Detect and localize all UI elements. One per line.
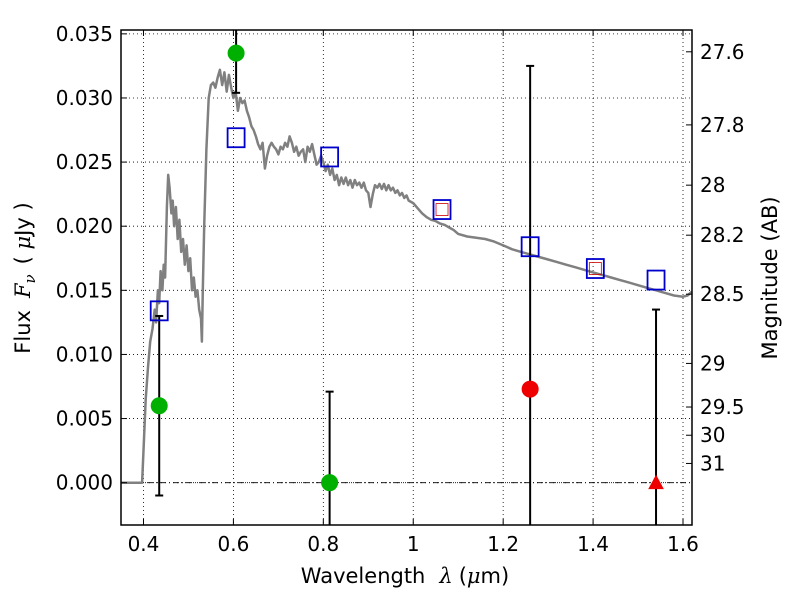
model-photometry-inner-square [435,203,449,216]
model-photometry-square [520,236,540,258]
x-tick-label: 0.6 [217,532,249,556]
y2-tick-label: 28 [700,173,725,197]
y2-tick-label: 27.6 [700,40,745,64]
y-tick-label: 0.015 [56,278,113,302]
y2-tick-label: 31 [700,451,725,475]
y-tick-label: 0.030 [56,86,113,110]
grid-lines [121,30,692,525]
x-axis-label: Wavelength λ (μm) [301,564,509,588]
y2-tick-label: 27.8 [700,113,745,137]
y-tick-label: 0.005 [56,407,113,431]
x-tick-label: 1.6 [667,532,699,556]
y-tick-labels: 0.000 0.005 0.010 0.015 0.020 0.025 0.030 0.035 [56,22,113,495]
model-photometry-square [149,300,169,322]
x-tick-label: 1.2 [487,532,519,556]
upper-limit-point [521,380,539,398]
x-tick-label: 1 [407,532,420,556]
model-photometry-square [320,146,340,168]
y2-tick-label: 29.5 [700,395,745,419]
upper-limit-triangle [648,474,664,490]
model-sed [121,68,692,484]
y-axis-label: FluxFν( μJy ) [11,202,39,353]
model-photometry-square [226,127,246,149]
y2-axis-label: Magnitude (AB) [758,196,782,359]
y-tick-label: 0.000 [56,471,113,495]
detection-point [227,44,245,62]
x-tick-label: 1.4 [577,532,609,556]
x-tick-label: 0.8 [307,532,339,556]
y-tick-label: 0.035 [56,22,113,46]
y-tick-label: 0.025 [56,150,113,174]
error-bars [155,30,661,525]
y-tick-label: 0.010 [56,342,113,366]
detection-point [321,474,339,492]
plot-frame [120,29,693,526]
axis-ticks [121,30,692,525]
y2-tick-labels: 27.6 27.8 28 28.2 28.5 29 29.5 30 31 [700,40,745,476]
data-markers [149,44,666,492]
y2-tick-label: 29 [700,351,725,375]
y2-tick-label: 28.2 [700,223,745,247]
model-photometry-square [585,258,605,279]
model-photometry-square [646,269,666,291]
x-tick-labels: 0.4 0.6 0.8 1 1.2 1.4 1.6 [128,532,699,556]
x-tick-label: 0.4 [128,532,160,556]
y-tick-label: 0.020 [56,214,113,238]
detection-point [150,397,168,415]
model-sed-curve [121,68,692,484]
y2-tick-label: 30 [700,423,725,447]
y2-tick-label: 28.5 [700,282,745,306]
model-photometry-square [432,199,452,220]
model-photometry-inner-square [588,262,602,275]
